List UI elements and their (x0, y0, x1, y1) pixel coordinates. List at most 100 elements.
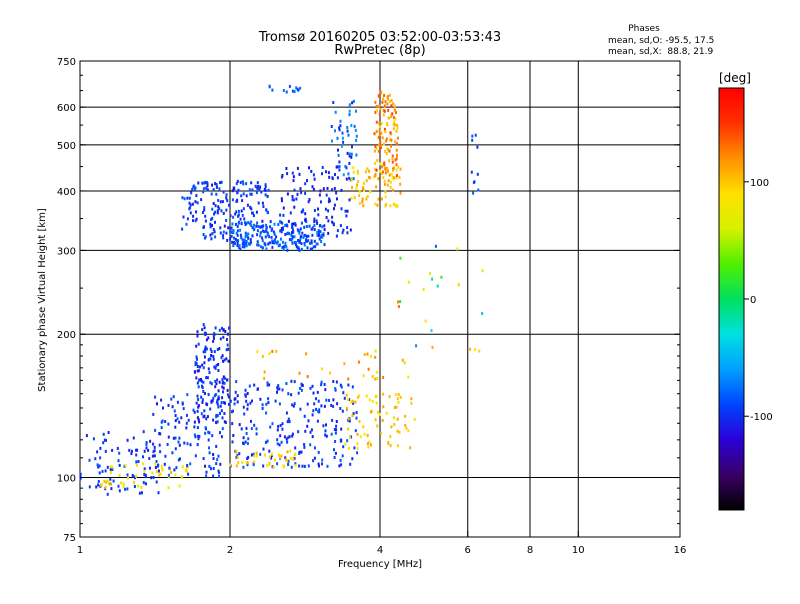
data-point (291, 403, 294, 407)
data-point (187, 418, 190, 422)
data-point (239, 228, 242, 232)
data-point (345, 177, 348, 181)
data-point (291, 195, 294, 198)
data-point (280, 454, 283, 458)
data-point (369, 190, 372, 194)
data-point (220, 180, 223, 184)
data-point (208, 431, 211, 435)
data-point (394, 140, 397, 144)
data-point (253, 383, 256, 387)
data-point (211, 224, 213, 227)
data-point (269, 225, 272, 229)
data-point (212, 357, 215, 361)
data-point (216, 414, 219, 418)
data-point (211, 183, 213, 187)
data-point (292, 457, 295, 461)
data-point (206, 415, 209, 419)
data-point (236, 233, 239, 237)
data-point (335, 234, 338, 238)
data-point (158, 443, 161, 447)
data-point (311, 413, 314, 417)
data-point (209, 225, 212, 229)
data-point (295, 197, 298, 201)
data-point (270, 456, 273, 460)
data-point (202, 457, 205, 461)
data-point (376, 370, 379, 374)
data-point (375, 104, 378, 108)
data-point (373, 132, 376, 136)
data-point (342, 140, 345, 144)
data-point (312, 187, 315, 191)
data-point (374, 377, 377, 381)
data-point (394, 203, 397, 207)
data-point (358, 394, 361, 398)
data-point (167, 486, 170, 490)
data-point (246, 461, 249, 465)
data-point (79, 475, 82, 479)
data-point (385, 139, 388, 143)
data-point (79, 472, 82, 476)
data-point (222, 234, 224, 238)
data-point (281, 422, 284, 426)
data-point (212, 457, 215, 460)
data-point (374, 144, 377, 148)
data-point (205, 347, 208, 351)
data-point (224, 401, 226, 405)
data-point (215, 462, 218, 466)
data-point (189, 462, 192, 466)
data-point (99, 446, 102, 450)
data-point (364, 170, 367, 174)
data-point (217, 199, 220, 202)
data-point (142, 462, 145, 466)
data-point (243, 217, 246, 221)
data-point (224, 330, 227, 333)
data-point (211, 216, 214, 220)
data-point (292, 230, 295, 234)
data-point (221, 381, 224, 385)
data-point (147, 448, 150, 452)
data-point (377, 94, 380, 98)
data-point (231, 222, 234, 226)
data-point (384, 100, 387, 104)
data-point (298, 451, 301, 455)
data-point (240, 209, 243, 213)
data-point (209, 233, 212, 237)
data-point (321, 166, 324, 169)
data-point (143, 467, 146, 471)
data-point (327, 209, 330, 213)
data-point (282, 213, 285, 217)
data-point (395, 168, 398, 172)
data-point (221, 385, 224, 389)
data-point (292, 198, 295, 202)
data-point (226, 238, 229, 242)
data-point (284, 241, 287, 245)
data-point (154, 462, 157, 466)
data-point (315, 242, 318, 246)
data-point (242, 192, 245, 196)
data-point (269, 455, 271, 459)
data-point (271, 245, 274, 249)
data-point (377, 149, 380, 153)
data-point (346, 226, 349, 229)
data-point (239, 181, 242, 185)
data-point (231, 198, 234, 202)
data-point (375, 185, 378, 189)
data-point (310, 239, 313, 243)
data-point (295, 241, 298, 245)
data-point (315, 397, 317, 401)
data-point (241, 180, 244, 184)
data-point (287, 417, 290, 421)
data-point (303, 464, 306, 468)
data-point (320, 367, 323, 371)
data-point (252, 463, 255, 467)
data-point (476, 145, 479, 149)
data-point (263, 376, 266, 380)
data-point (204, 350, 207, 354)
data-point (275, 349, 278, 353)
data-point (279, 424, 282, 427)
data-point (216, 209, 219, 213)
data-point (173, 468, 176, 472)
data-point (362, 425, 365, 429)
